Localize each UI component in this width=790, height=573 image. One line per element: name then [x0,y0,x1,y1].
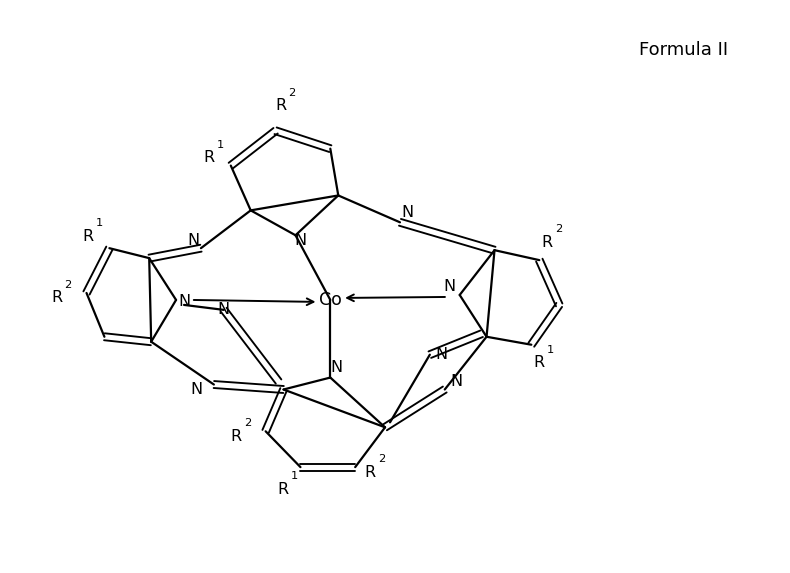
Text: N: N [444,280,456,295]
Text: N: N [295,233,307,248]
Text: 2: 2 [555,224,562,234]
Text: N: N [450,374,463,389]
Text: 2: 2 [378,454,386,464]
Text: R: R [275,99,286,113]
Text: 1: 1 [547,345,555,355]
Text: N: N [436,347,448,362]
Text: 1: 1 [96,218,103,228]
Text: R: R [51,291,62,305]
Text: 2: 2 [244,418,251,428]
Text: R: R [230,429,241,444]
Text: 2: 2 [288,88,295,98]
Text: N: N [187,233,199,248]
Text: Formula II: Formula II [639,41,728,59]
Text: N: N [178,295,190,309]
Text: 1: 1 [217,140,224,150]
Text: R: R [364,465,376,480]
Text: N: N [190,382,202,397]
Text: N: N [218,303,230,317]
Text: Co: Co [319,291,342,309]
Text: R: R [542,235,553,250]
Text: 1: 1 [291,471,298,481]
Text: R: R [82,229,93,244]
Text: R: R [277,481,288,497]
Text: N: N [402,205,414,220]
Text: N: N [330,360,342,375]
Text: R: R [534,355,545,370]
Text: R: R [203,150,214,165]
Text: 2: 2 [65,280,72,290]
